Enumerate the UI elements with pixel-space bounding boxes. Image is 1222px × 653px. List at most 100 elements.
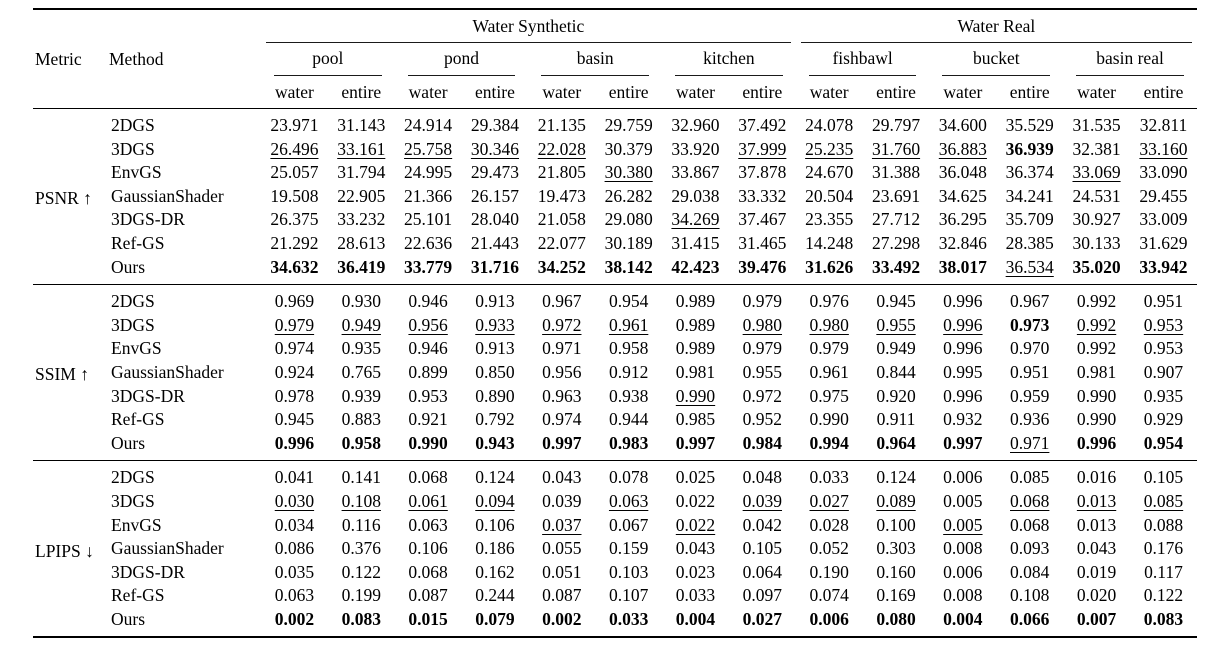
value-cell: 33.867: [671, 162, 720, 183]
value-cell: 0.946: [408, 338, 448, 359]
value-cell: 0.979: [809, 338, 849, 359]
value-cell: 0.094: [475, 490, 515, 511]
value-cell: 31.716: [470, 256, 520, 277]
value-cell: 0.006: [943, 561, 983, 582]
table-row-envgs: EnvGS 0.974 0.935 0.946 0.913 0.971 0.958 0.989…: [33, 337, 1197, 361]
scene-header-fishbawl: fishbawl: [796, 43, 930, 76]
value-cell: 21.443: [470, 232, 520, 253]
value-cell: 0.912: [608, 361, 649, 382]
value-cell: 0.996: [943, 291, 983, 312]
value-cell: 0.025: [675, 467, 716, 488]
value-cell: 14.248: [805, 232, 854, 253]
value-cell: 0.983: [608, 432, 649, 453]
value-cell: 24.995: [404, 162, 453, 183]
table-row-2dgs: PSNR ↑ 2DGS 23.971 31.143 24.914 29.384 21.135…: [33, 109, 1197, 208]
value-cell: 25.101: [404, 209, 453, 230]
table-row-gaussianshader: GaussianShader 19.508 22.905 21.366 26.157 19…: [33, 185, 1197, 209]
value-cell: 31.465: [738, 232, 787, 253]
value-cell: 0.063: [608, 490, 649, 511]
value-cell: 32.381: [1072, 138, 1121, 159]
value-cell: 0.933: [475, 314, 515, 335]
value-cell: 0.106: [475, 514, 515, 535]
value-cell: 0.004: [675, 608, 716, 629]
value-cell: 23.355: [805, 209, 854, 230]
table-row-ref-gs: Ref-GS 21.292 28.613 22.636 21.443 22.077 30.1…: [33, 232, 1197, 256]
value-cell: 0.939: [341, 385, 381, 406]
value-cell: 0.122: [1143, 585, 1184, 606]
value-cell: 29.455: [1139, 185, 1188, 206]
value-cell: 0.990: [1076, 385, 1117, 406]
value-cell: 21.805: [537, 162, 586, 183]
value-cell: 30.379: [604, 138, 653, 159]
scene-cmidrule: [808, 75, 917, 76]
value-cell: 0.162: [475, 561, 515, 582]
method-label: 3DGS: [111, 138, 155, 159]
value-cell: 0.989: [675, 314, 716, 335]
value-cell: 29.759: [604, 115, 653, 135]
value-cell: 19.473: [537, 185, 586, 206]
value-cell: 0.093: [1010, 538, 1050, 559]
value-cell: 0.997: [675, 432, 716, 453]
value-cell: 37.467: [738, 209, 787, 230]
value-cell: 0.996: [274, 432, 315, 453]
value-cell: 0.959: [1010, 385, 1050, 406]
value-cell: 36.048: [938, 162, 987, 183]
value-cell: 36.295: [938, 209, 987, 230]
value-cell: 33.920: [671, 138, 720, 159]
value-cell: 21.292: [270, 232, 319, 253]
value-cell: 0.990: [809, 409, 849, 430]
table-row-2dgs: LPIPS ↓ 2DGS 0.041 0.141 0.068 0.124 0.043 0.07…: [33, 461, 1197, 560]
value-cell: 0.016: [1076, 467, 1117, 488]
value-cell: 36.534: [1005, 256, 1054, 277]
value-cell: 0.103: [608, 561, 649, 582]
value-cell: 26.375: [270, 209, 319, 230]
value-cell: 0.159: [608, 538, 649, 559]
value-cell: 0.990: [1076, 409, 1117, 430]
value-cell: 0.008: [943, 538, 983, 559]
scene-header-bucket: bucket: [929, 43, 1063, 76]
value-cell: 0.107: [608, 585, 649, 606]
value-cell: 31.143: [337, 115, 386, 135]
value-cell: 22.077: [537, 232, 586, 253]
value-cell: 0.850: [475, 361, 515, 382]
value-cell: 42.423: [671, 256, 720, 277]
table-row-envgs: EnvGS 25.057 31.794 24.995 29.473 21.805 30.38…: [33, 161, 1197, 185]
value-cell: 0.954: [1143, 432, 1184, 453]
value-cell: 0.022: [675, 490, 716, 511]
scene-header-label: bucket: [972, 48, 1020, 68]
group-header-label: Water Real: [957, 16, 1036, 36]
value-cell: 38.017: [938, 256, 987, 277]
table-row-ours: Ours 0.996 0.958 0.990 0.943 0.997 0.983 0.997 0…: [33, 432, 1197, 461]
value-cell: 0.080: [876, 608, 916, 629]
value-cell: 38.142: [604, 256, 653, 277]
value-cell: 0.068: [408, 561, 448, 582]
value-cell: 31.388: [871, 162, 921, 183]
value-cell: 0.108: [341, 490, 381, 511]
value-cell: 0.924: [274, 361, 315, 382]
value-cell: 0.068: [1010, 490, 1050, 511]
table-row-gaussianshader: GaussianShader 0.086 0.376 0.106 0.186 0.055 0…: [33, 537, 1197, 561]
table-header: Metric Method Water Synthetic Water Real poo…: [33, 9, 1197, 109]
value-cell: 0.979: [274, 314, 315, 335]
value-cell: 34.632: [270, 256, 319, 277]
scene-cmidrule: [541, 75, 650, 76]
value-cell: 0.921: [408, 409, 448, 430]
value-cell: 0.124: [475, 467, 515, 488]
value-cell: 0.978: [274, 385, 315, 406]
value-cell: 0.990: [408, 432, 448, 453]
value-cell: 36.883: [938, 138, 987, 159]
value-cell: 0.996: [943, 338, 983, 359]
value-cell: 0.961: [809, 361, 849, 382]
value-cell: 0.007: [1076, 608, 1117, 629]
table-row-2dgs: SSIM ↑ 2DGS 0.969 0.930 0.946 0.913 0.967 0.954…: [33, 285, 1197, 384]
value-cell: 0.990: [675, 385, 716, 406]
value-cell: 0.108: [1010, 585, 1050, 606]
value-cell: 0.106: [408, 538, 448, 559]
table-row-ours: Ours 0.002 0.083 0.015 0.079 0.002 0.033 0.004 0…: [33, 608, 1197, 638]
scene-cmidrule: [274, 75, 382, 76]
table-row-ref-gs: Ref-GS 0.063 0.199 0.087 0.244 0.087 0.107 0.03…: [33, 584, 1197, 608]
value-cell: 0.086: [274, 538, 315, 559]
value-cell: 0.975: [809, 385, 849, 406]
scene-header-label: basin real: [1096, 48, 1164, 68]
scene-cmidrule: [675, 75, 783, 76]
